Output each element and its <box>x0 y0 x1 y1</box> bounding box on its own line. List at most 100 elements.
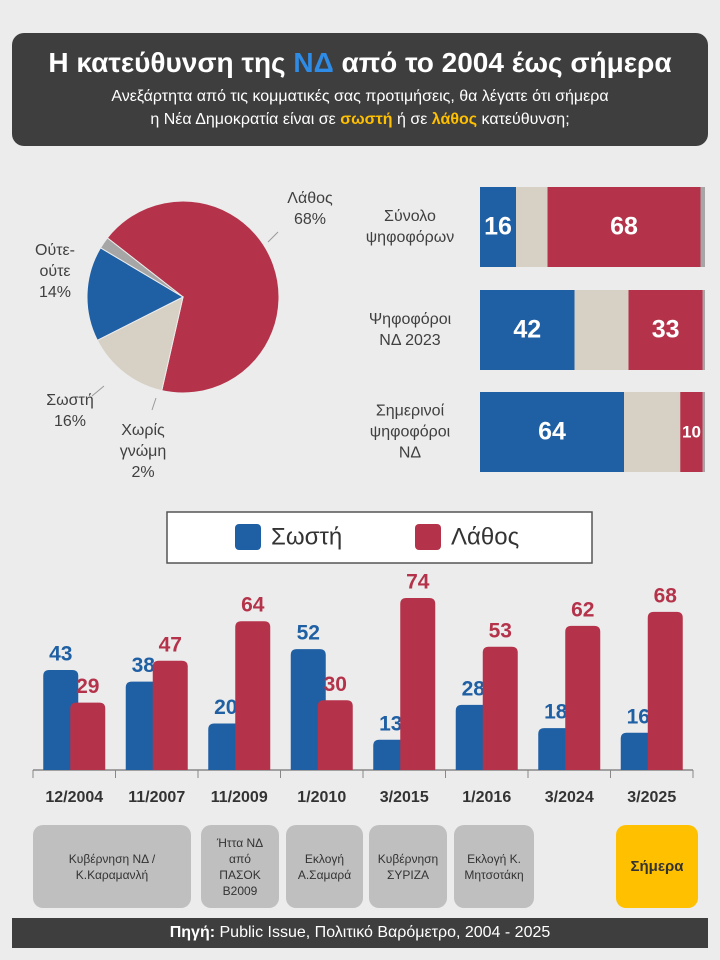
bar-segment <box>547 187 701 267</box>
value-label: 33 <box>652 316 680 344</box>
annotation: Σήμερα <box>616 825 698 908</box>
bar <box>152 660 188 770</box>
pie-label-name: Ούτε-ούτε <box>35 242 75 280</box>
pie-label-value: 14% <box>38 284 72 301</box>
title-text: Η κατεύθυνση της <box>48 47 294 78</box>
x-tick-label: 11/2009 <box>211 789 268 806</box>
value-label: 20 <box>214 696 237 719</box>
footer: Πηγή: Public Issue, Πολιτικό Βαρόμετρο, … <box>12 918 708 948</box>
bar <box>317 700 353 770</box>
title-highlight: ΝΔ <box>293 47 334 78</box>
bar <box>620 732 656 770</box>
value-label: 18 <box>544 701 568 724</box>
bar-segment <box>574 290 629 370</box>
bar <box>290 649 326 770</box>
legend-swatch <box>235 524 261 550</box>
bar <box>125 681 161 770</box>
bar <box>565 625 601 770</box>
value-label: 16 <box>484 213 512 241</box>
pie-label: Χωρίς γνώμη 2% <box>103 420 183 483</box>
bar-segment <box>702 392 705 472</box>
bar-segment <box>680 392 703 472</box>
legend-swatch <box>415 524 441 550</box>
value-label: 53 <box>489 619 512 642</box>
subtitle-text: Ανεξάρτητα από τις κομματικές σας προτιμ… <box>111 88 609 105</box>
value-label: 52 <box>297 622 320 645</box>
bar <box>455 704 491 770</box>
value-label: 38 <box>132 654 156 677</box>
pie-label: Λάθος 68% <box>270 188 350 230</box>
source-label: Πηγή: <box>169 924 216 941</box>
value-label: 68 <box>610 213 638 241</box>
bar-segment <box>480 392 624 472</box>
subtitle-text: η Νέα Δημοκρατία είναι σε <box>150 111 341 128</box>
bar-segment <box>624 392 681 472</box>
bar-segment <box>628 290 703 370</box>
bar <box>235 621 271 770</box>
x-tick-label: 1/2010 <box>297 789 346 806</box>
pie-label-name: Λάθος <box>287 190 333 207</box>
x-tick-label: 3/2015 <box>380 789 429 806</box>
pie-label-value: 16% <box>53 413 87 430</box>
bar <box>538 728 574 770</box>
value-label: 62 <box>571 598 594 621</box>
bar <box>400 597 436 770</box>
pie-slice <box>106 200 280 394</box>
value-label: 28 <box>462 677 486 700</box>
value-label: 64 <box>538 418 566 446</box>
pie-slice <box>99 237 184 298</box>
annotation: Κυβέρνηση ΣΥΡΙΖΑ <box>369 825 447 908</box>
legend-label: Λάθος <box>451 523 519 550</box>
bar-segment <box>480 187 516 267</box>
title: Η κατεύθυνση της ΝΔ από το 2004 έως σήμε… <box>12 47 708 79</box>
value-label: 30 <box>324 673 347 696</box>
x-tick-label: 3/2024 <box>545 789 594 806</box>
pie-label-value: 68% <box>293 211 327 228</box>
bar <box>482 646 518 770</box>
subtitle-text: κατεύθυνση; <box>477 111 570 128</box>
value-label: 64 <box>241 594 265 617</box>
pie-slice <box>96 296 184 392</box>
value-label: 68 <box>654 584 678 607</box>
value-label: 74 <box>406 570 430 593</box>
bar <box>208 723 244 770</box>
pie-label-name: Χωρίς γνώμη <box>119 422 167 460</box>
subtitle: Ανεξάρτητα από τις κομματικές σας προτιμ… <box>12 85 708 131</box>
leader-line <box>151 397 157 411</box>
leader-line <box>91 385 105 397</box>
bar <box>43 670 79 770</box>
pie-label-value: 2% <box>131 464 155 481</box>
legend-box <box>166 511 593 564</box>
value-label: 47 <box>159 633 182 656</box>
pie-label: Σωστή 16% <box>30 390 110 432</box>
subtitle-highlight: λάθος <box>431 111 478 128</box>
pie-slice <box>86 247 185 341</box>
value-label: 42 <box>513 316 541 344</box>
source-text: Public Issue, Πολιτικό Βαρόμετρο, 2004 -… <box>215 924 551 941</box>
value-label: 29 <box>76 675 99 698</box>
bar <box>373 739 409 770</box>
category-label: Σύνολο ψηφοφόρων <box>365 208 455 246</box>
pie-label: Ούτε-ούτε 14% <box>15 240 95 303</box>
pie-label-name: Σωστή <box>46 392 94 409</box>
subtitle-highlight: σωστή <box>340 111 393 128</box>
x-tick-label: 1/2016 <box>462 789 511 806</box>
value-label: 16 <box>627 705 650 728</box>
header: Η κατεύθυνση της ΝΔ από το 2004 έως σήμε… <box>12 33 708 146</box>
annotation: Εκλογή Κ. Μητσοτάκη <box>454 825 534 908</box>
x-tick-label: 3/2025 <box>627 789 676 806</box>
subtitle-text: ή σε <box>392 111 432 128</box>
value-label: 43 <box>49 643 72 666</box>
annotation: Εκλογή Α.Σαμαρά <box>286 825 363 908</box>
bar-segment <box>702 290 705 370</box>
bar-segment <box>700 187 705 267</box>
x-tick-label: 11/2007 <box>128 789 185 806</box>
annotation: Ήττα ΝΔ από ΠΑΣΟΚ Β2009 <box>201 825 279 908</box>
bar <box>647 611 683 770</box>
value-label: 13 <box>379 712 402 735</box>
leader-line <box>267 231 279 243</box>
bar-segment <box>480 290 575 370</box>
category-label: Ψηφοφόροι ΝΔ 2023 <box>368 311 452 349</box>
bar <box>70 702 106 770</box>
